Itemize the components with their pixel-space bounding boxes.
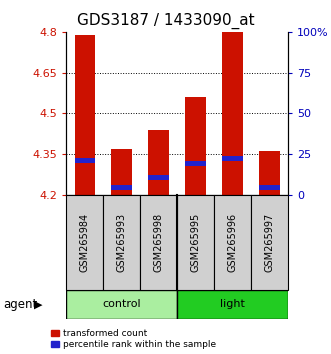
Text: GSM265993: GSM265993 [117,213,127,272]
Bar [222,32,243,195]
Bar [148,175,169,179]
Bar [214,195,251,290]
Bar [66,195,103,290]
Bar [177,195,214,290]
Bar [112,149,132,195]
Text: GSM265996: GSM265996 [227,213,238,272]
Bar [112,185,132,190]
Text: GSM265998: GSM265998 [154,213,164,272]
Bar [66,290,177,319]
Bar [185,161,206,166]
Bar [74,35,95,195]
Bar [177,290,288,319]
Bar [185,97,206,195]
Text: GSM265995: GSM265995 [191,213,201,272]
Bar [74,158,95,163]
Bar [140,195,177,290]
Text: GSM265997: GSM265997 [264,213,274,272]
Text: ▶: ▶ [34,299,42,309]
Bar [259,151,280,195]
Text: control: control [102,299,141,309]
Bar [222,156,243,160]
Bar [251,195,288,290]
Text: GSM265984: GSM265984 [80,213,90,272]
Text: agent: agent [3,298,37,311]
Bar [148,130,169,195]
Legend: transformed count, percentile rank within the sample: transformed count, percentile rank withi… [51,329,216,349]
Bar [103,195,140,290]
Bar [259,185,280,190]
Text: GDS3187 / 1433090_at: GDS3187 / 1433090_at [77,12,254,29]
Text: light: light [220,299,245,309]
